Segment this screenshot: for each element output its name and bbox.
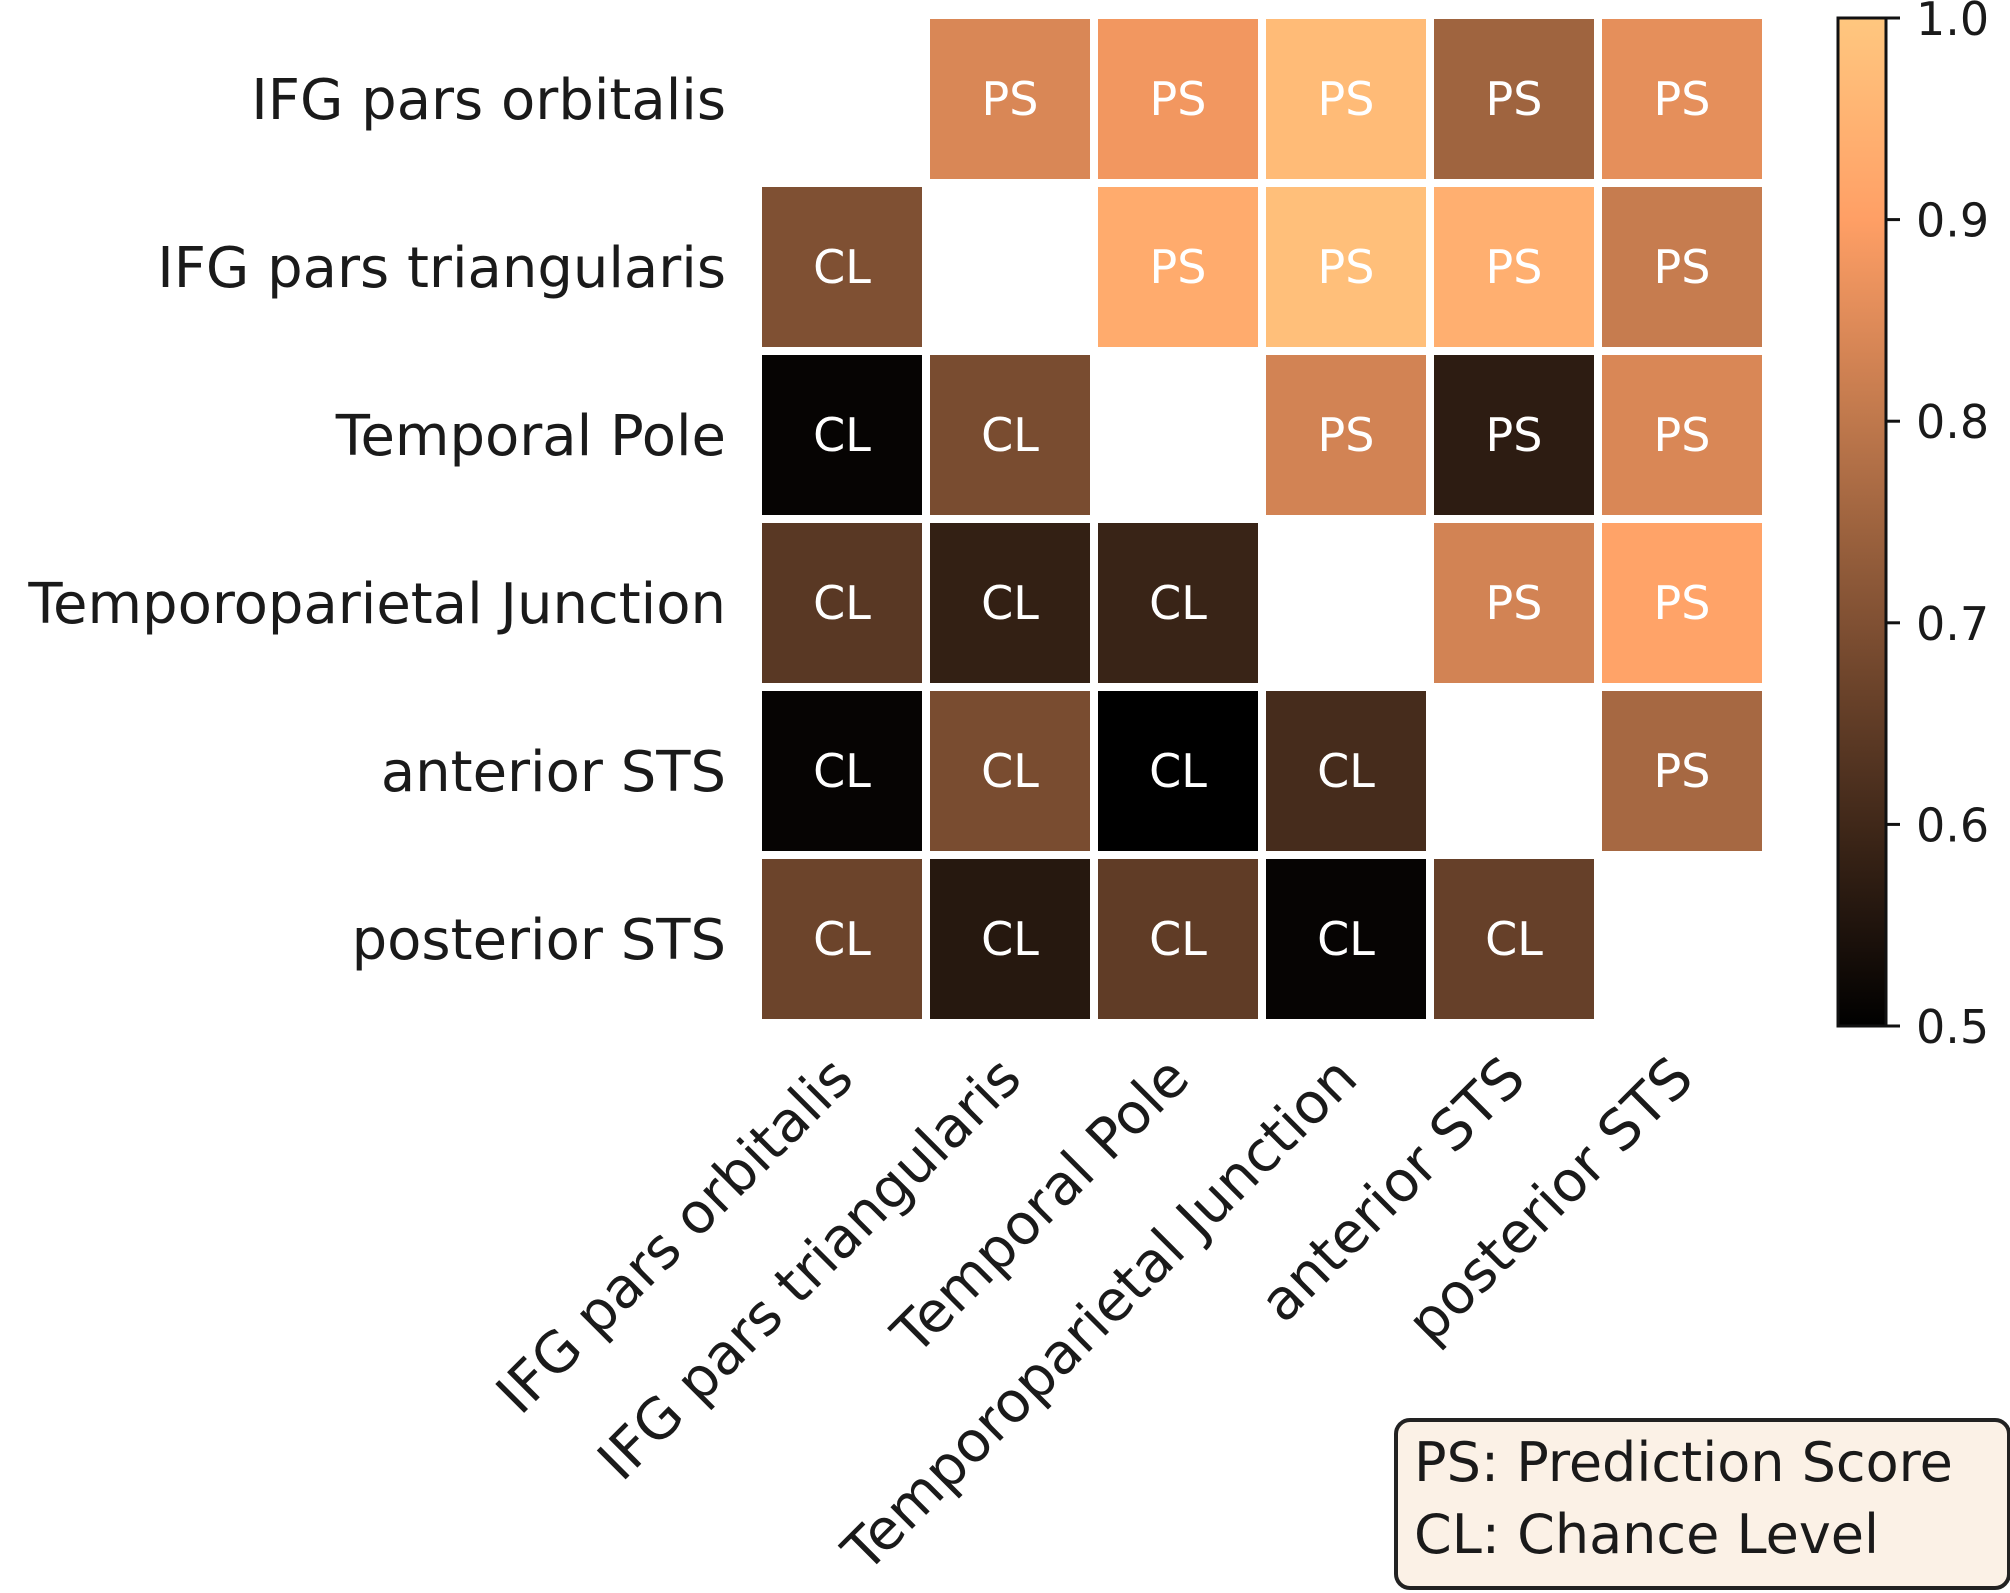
heatmap-cell xyxy=(1266,859,1426,1019)
cell-label: PS xyxy=(1654,72,1711,126)
heatmap-cell xyxy=(762,523,922,683)
cell-label: PS xyxy=(1150,72,1207,126)
heatmap-cell xyxy=(930,523,1090,683)
column-label-temporal-pole: Temporal Pole xyxy=(879,1045,1202,1368)
cell-label: CL xyxy=(1149,576,1207,630)
legend-box: PS: Prediction Score CL: Chance Level xyxy=(1394,1418,2010,1590)
cell-label: CL xyxy=(981,576,1039,630)
cell-label: PS xyxy=(1318,72,1375,126)
heatmap-cell xyxy=(1602,187,1762,347)
heatmap-cell xyxy=(1434,355,1594,515)
legend-line-ps: PS: Prediction Score xyxy=(1414,1431,1953,1494)
cell-label: PS xyxy=(1318,408,1375,462)
row-label-anterior-sts: anterior STS xyxy=(381,740,726,805)
heatmap-cell xyxy=(930,355,1090,515)
heatmap-cell xyxy=(762,859,922,1019)
heatmap-cell xyxy=(1098,691,1258,851)
colorbar-gradient xyxy=(1836,16,1888,1028)
heatmap-cell xyxy=(1266,19,1426,179)
row-labels: IFG pars orbitalis IFG pars triangularis T… xyxy=(27,68,726,973)
heatmap-cell xyxy=(1602,523,1762,683)
heatmap-cell xyxy=(1602,355,1762,515)
legend-line-cl: CL: Chance Level xyxy=(1414,1503,1879,1566)
colorbar: 0.5 0.6 0.7 0.8 0.9 1.0 xyxy=(1836,0,1989,1054)
heatmap-cell xyxy=(930,859,1090,1019)
cell-label: CL xyxy=(1485,912,1543,966)
colorbar-tick-label: 1.0 xyxy=(1916,0,1989,46)
heatmap-cell xyxy=(930,19,1090,179)
heatmap-cell xyxy=(1602,19,1762,179)
cell-label: PS xyxy=(1486,576,1543,630)
column-label-posterior-sts: posterior STS xyxy=(1395,1045,1706,1356)
cell-label: CL xyxy=(813,912,871,966)
heatmap-cell xyxy=(1434,187,1594,347)
heatmap-cell xyxy=(1098,19,1258,179)
cell-label: CL xyxy=(1149,912,1207,966)
colorbar-tick-label: 0.6 xyxy=(1916,798,1989,852)
cell-label: PS xyxy=(1318,240,1375,294)
colorbar-ticks: 0.5 0.6 0.7 0.8 0.9 1.0 xyxy=(1886,0,1989,1054)
heatmap-cell xyxy=(1434,19,1594,179)
colorbar-tick-label: 0.7 xyxy=(1916,597,1989,651)
cell-label: CL xyxy=(813,408,871,462)
cell-label: PS xyxy=(1654,576,1711,630)
cell-label: PS xyxy=(1486,72,1543,126)
cell-label: PS xyxy=(1486,240,1543,294)
heatmap-cell xyxy=(1098,859,1258,1019)
heatmap-cell xyxy=(1266,187,1426,347)
cell-label: CL xyxy=(981,744,1039,798)
cell-label: CL xyxy=(981,912,1039,966)
heatmap-cell xyxy=(1602,691,1762,851)
heatmap-cell xyxy=(1098,523,1258,683)
cell-label: PS xyxy=(1654,240,1711,294)
colorbar-tick-label: 0.8 xyxy=(1916,395,1989,449)
heatmap-cell xyxy=(762,355,922,515)
row-label-posterior-sts: posterior STS xyxy=(352,908,726,973)
heatmap-cell xyxy=(762,691,922,851)
cell-label: PS xyxy=(1654,408,1711,462)
row-label-ifg-pars-orbitalis: IFG pars orbitalis xyxy=(251,68,726,133)
row-label-ifg-pars-triangularis: IFG pars triangularis xyxy=(157,236,726,301)
cell-label: PS xyxy=(1654,744,1711,798)
heatmap-cell xyxy=(1266,355,1426,515)
heatmap-cells: PS PS PS PS PS CL PS PS PS PS CL CL PS PS PS CL CL CL PS PS… xyxy=(762,19,1762,1019)
cell-label: CL xyxy=(813,744,871,798)
heatmap-cell xyxy=(1434,859,1594,1019)
row-label-temporal-pole: Temporal Pole xyxy=(335,404,726,469)
cell-label: CL xyxy=(1149,744,1207,798)
cell-label: CL xyxy=(813,576,871,630)
heatmap-cell xyxy=(762,187,922,347)
heatmap-cell xyxy=(930,691,1090,851)
cell-label: CL xyxy=(813,240,871,294)
colorbar-tick-label: 0.9 xyxy=(1916,194,1989,248)
cell-label: CL xyxy=(1317,912,1375,966)
row-label-temporoparietal-junction: Temporoparietal Junction xyxy=(27,572,726,637)
heatmap-cell xyxy=(1434,523,1594,683)
heatmap-cell xyxy=(1266,691,1426,851)
cell-label: PS xyxy=(982,72,1039,126)
cell-label: PS xyxy=(1150,240,1207,294)
cell-label: PS xyxy=(1486,408,1543,462)
heatmap-cell xyxy=(1098,187,1258,347)
cell-label: CL xyxy=(1317,744,1375,798)
cell-label: CL xyxy=(981,408,1039,462)
colorbar-tick-label: 0.5 xyxy=(1916,1000,1989,1054)
